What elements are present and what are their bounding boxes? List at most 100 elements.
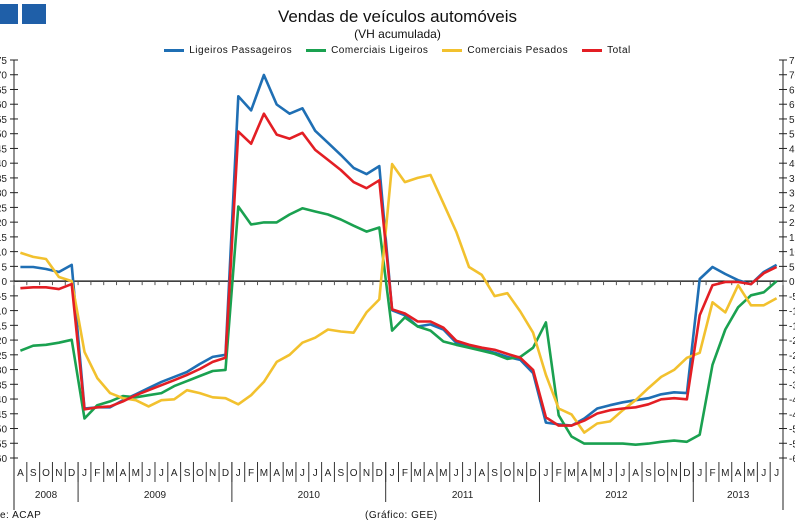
legend-item: Ligeiros Passageiros	[164, 45, 292, 56]
month-label: J	[236, 468, 241, 479]
month-label: A	[478, 468, 485, 479]
y-tick-label-right: -40	[789, 395, 795, 406]
y-tick-label-right: 30	[789, 189, 795, 200]
legend-item: Comerciais Ligeiros	[306, 45, 428, 56]
legend-swatch	[164, 49, 185, 52]
y-tick-label-right: 70	[789, 71, 795, 82]
legend-label: Comerciais Ligeiros	[331, 45, 429, 56]
y-tick-label-left: 65	[0, 85, 7, 96]
month-label: A	[427, 468, 434, 479]
y-tick-label-right: 40	[789, 159, 795, 170]
month-label: D	[529, 468, 536, 479]
y-tick-label-right: 15	[789, 233, 795, 244]
year-label: 2011	[452, 490, 474, 501]
legend-swatch	[582, 49, 603, 52]
month-label: J	[82, 468, 87, 479]
month-label: M	[593, 468, 601, 479]
y-tick-label-right: 50	[789, 130, 795, 141]
y-tick-label-left: 45	[0, 144, 7, 155]
legend-label: Comerciais Pesados	[467, 45, 569, 56]
legend-label: Ligeiros Passageiros	[189, 45, 293, 56]
y-tick-label-right: 25	[789, 203, 795, 214]
legend-item: Total	[582, 45, 631, 56]
y-tick-label-right: -5	[789, 292, 795, 303]
y-tick-label-left: 0	[1, 277, 7, 288]
y-tick-label-left: -55	[0, 439, 7, 450]
month-label: A	[325, 468, 332, 479]
month-label: J	[146, 468, 151, 479]
month-label: O	[42, 468, 50, 479]
month-label: S	[491, 468, 498, 479]
y-tick-label-left: 5	[1, 262, 7, 273]
month-label: J	[761, 468, 766, 479]
month-label: J	[543, 468, 548, 479]
month-label: J	[454, 468, 459, 479]
month-label: M	[414, 468, 422, 479]
month-label: D	[68, 468, 75, 479]
month-label: S	[30, 468, 37, 479]
y-tick-label-right: -15	[789, 321, 795, 332]
y-tick-label-right: 55	[789, 115, 795, 126]
month-label: N	[517, 468, 524, 479]
y-tick-label-left: -60	[0, 454, 7, 465]
y-tick-label-right: -55	[789, 439, 795, 450]
year-label: 2009	[144, 490, 167, 501]
legend: Ligeiros Passageiros Comerciais Ligeiros C…	[0, 45, 795, 56]
month-label: A	[632, 468, 639, 479]
month-label: N	[209, 468, 216, 479]
month-label: M	[260, 468, 268, 479]
y-tick-label-right: -35	[789, 380, 795, 391]
y-tick-label-left: -5	[0, 292, 7, 303]
month-label: F	[248, 468, 254, 479]
legend-label: Total	[607, 45, 631, 56]
credit-note: (Gráfico: GEE)	[365, 510, 438, 521]
legend-item: Comerciais Pesados	[442, 45, 568, 56]
y-tick-label-right: -45	[789, 410, 795, 421]
y-tick-label-right: -60	[789, 454, 795, 465]
y-tick-label-left: -25	[0, 351, 7, 362]
y-tick-label-left: 75	[0, 56, 7, 67]
y-tick-label-left: -10	[0, 307, 7, 318]
y-tick-label-left: 40	[0, 159, 7, 170]
y-tick-label-right: 60	[789, 100, 795, 111]
y-tick-label-left: 50	[0, 130, 7, 141]
month-label: S	[645, 468, 652, 479]
y-tick-label-left: 35	[0, 174, 7, 185]
y-tick-label-left: 70	[0, 71, 7, 82]
month-label: J	[607, 468, 612, 479]
chart-subtitle: (VH acumulada)	[354, 27, 441, 41]
month-label: A	[735, 468, 742, 479]
year-label: 2012	[605, 490, 628, 501]
legend-swatch	[306, 49, 327, 52]
month-label: J	[390, 468, 395, 479]
month-label: J	[620, 468, 625, 479]
y-tick-label-left: -35	[0, 380, 7, 391]
year-label: 2010	[298, 490, 321, 501]
y-tick-label-right: -30	[789, 366, 795, 377]
month-label: N	[55, 468, 62, 479]
month-label: O	[350, 468, 358, 479]
month-label: O	[657, 468, 665, 479]
month-label: A	[17, 468, 24, 479]
series-line-total	[20, 112, 778, 427]
month-label: M	[747, 468, 755, 479]
y-tick-label-right: 20	[789, 218, 795, 229]
y-tick-label-left: -40	[0, 395, 7, 406]
month-label: J	[300, 468, 305, 479]
y-tick-label-right: 65	[789, 85, 795, 96]
y-tick-label-right: 5	[789, 262, 795, 273]
year-label: 2008	[35, 490, 58, 501]
month-label: F	[402, 468, 408, 479]
month-label: J	[774, 468, 779, 479]
month-label: J	[313, 468, 318, 479]
legend-swatch	[442, 49, 463, 52]
month-label: S	[337, 468, 344, 479]
source-note: e: ACAP	[0, 510, 42, 521]
y-tick-label-right: -10	[789, 307, 795, 318]
y-tick-label-left: 30	[0, 189, 7, 200]
month-label: S	[184, 468, 191, 479]
month-label: M	[285, 468, 293, 479]
y-tick-label-right: -25	[789, 351, 795, 362]
y-tick-label-right: 10	[789, 248, 795, 259]
